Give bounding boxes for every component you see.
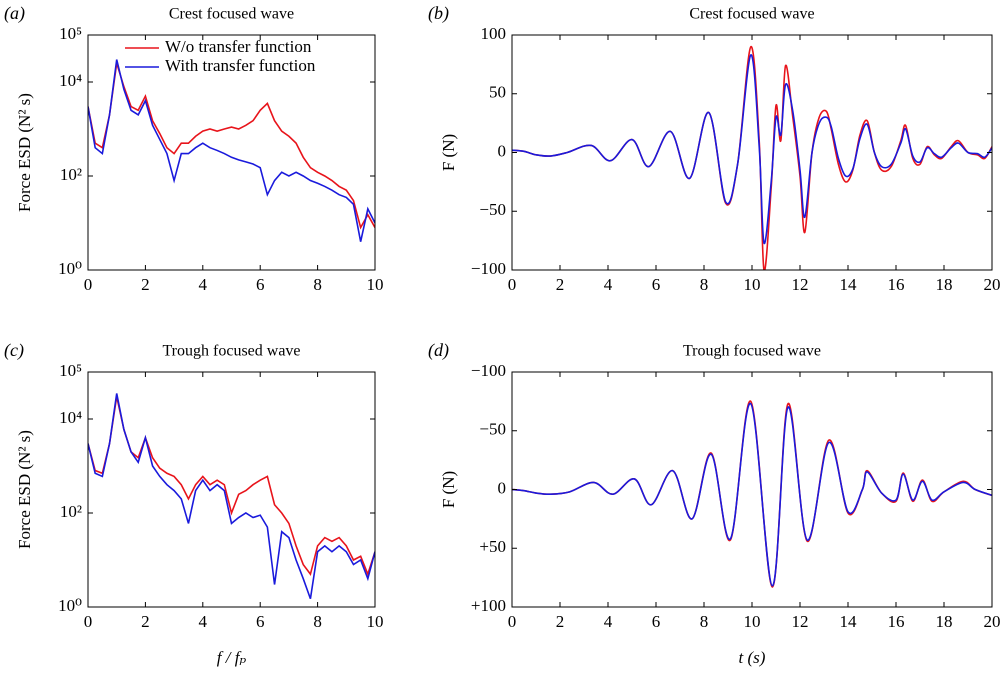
- y-tick-label: −100: [471, 259, 506, 278]
- series-line: [512, 54, 992, 244]
- y-tick-label: 0: [498, 141, 507, 160]
- x-tick-label: 4: [199, 275, 208, 294]
- y-tick-label: −50: [479, 420, 506, 439]
- y-tick-label: 100: [481, 24, 507, 43]
- x-tick-label: 10: [367, 275, 384, 294]
- y-tick-label: +100: [471, 596, 506, 615]
- x-tick-label: 16: [888, 275, 905, 294]
- x-tick-label: 10: [744, 612, 761, 631]
- panel: (a) Crest focused wave Force ESD (N² s) 0 2 4…: [4, 3, 384, 294]
- panel-label: (b): [428, 3, 449, 24]
- plot-frame: [511, 34, 993, 271]
- panel-title: Trough focused wave: [683, 343, 821, 360]
- x-tick-label: 8: [313, 275, 322, 294]
- y-tick-label: 10⁵: [59, 361, 82, 380]
- x-tick-label: 2: [556, 612, 565, 631]
- x-tick-label: 2: [141, 612, 150, 631]
- panel-label: (c): [4, 340, 24, 361]
- x-tick-label: 2: [556, 275, 565, 294]
- panel-title: Crest focused wave: [689, 6, 814, 23]
- x-tick-label: 8: [700, 275, 709, 294]
- y-tick-label: 0: [498, 478, 507, 497]
- y-tick-label: −50: [479, 200, 506, 219]
- panel-title: Crest focused wave: [169, 6, 294, 23]
- series-line: [88, 59, 375, 242]
- x-tick-label: 16: [888, 612, 905, 631]
- x-tick-label: 4: [604, 275, 613, 294]
- x-tick-label: 0: [84, 275, 93, 294]
- y-tick-label: 50: [489, 83, 506, 102]
- y-axis-label: Force ESD (N² s): [15, 93, 34, 212]
- y-tick-label: 10⁴: [59, 71, 82, 90]
- x-axis-label: t (s): [739, 648, 766, 667]
- series-line: [512, 45, 992, 270]
- y-tick-label: 10⁴: [59, 408, 82, 427]
- x-tick-label: 20: [984, 275, 1001, 294]
- x-tick-label: 12: [792, 275, 809, 294]
- panel: (c) Trough focused wave Force ESD (N² s) f …: [4, 340, 384, 667]
- x-tick-label: 8: [313, 612, 322, 631]
- y-tick-label: +50: [479, 537, 506, 556]
- series-line: [88, 393, 375, 599]
- x-tick-label: 18: [936, 275, 953, 294]
- series-line: [512, 402, 992, 587]
- x-tick-label: 0: [508, 275, 517, 294]
- y-axis-label: Force ESD (N² s): [15, 430, 34, 549]
- x-tick-label: 10: [744, 275, 761, 294]
- y-tick-label: 10²: [60, 502, 82, 521]
- y-axis-label: F (N): [439, 134, 458, 171]
- x-tick-label: 4: [199, 612, 208, 631]
- y-axis-label: F (N): [439, 471, 458, 508]
- y-tick-label: 10⁰: [58, 259, 82, 278]
- x-tick-label: 18: [936, 612, 953, 631]
- y-tick-label: 10²: [60, 165, 82, 184]
- x-tick-label: 0: [508, 612, 517, 631]
- x-tick-label: 2: [141, 275, 150, 294]
- panel-label: (a): [4, 3, 25, 24]
- legend-label: W/o transfer function: [165, 37, 312, 56]
- plot-frame: [87, 371, 376, 608]
- series-line: [88, 63, 375, 230]
- x-tick-label: 6: [256, 275, 265, 294]
- x-axis-label: f / fₚ: [217, 648, 247, 667]
- x-tick-label: 0: [84, 612, 93, 631]
- panel-title: Trough focused wave: [162, 343, 300, 360]
- panel: (d) Trough focused wave F (N) t (s) 0 2 4 6 8 10 1…: [428, 340, 1001, 667]
- series-line: [512, 400, 992, 588]
- panel: (b) Crest focused wave F (N) 0 2 4 6 8 10 12 14 16 1…: [428, 3, 1001, 294]
- x-tick-label: 14: [840, 275, 858, 294]
- series-line: [88, 396, 375, 577]
- plot-frame: [87, 34, 376, 271]
- x-tick-label: 6: [652, 275, 661, 294]
- x-tick-label: 12: [792, 612, 809, 631]
- x-tick-label: 6: [652, 612, 661, 631]
- legend-label: With transfer function: [165, 56, 316, 75]
- x-tick-label: 20: [984, 612, 1001, 631]
- x-tick-label: 10: [367, 612, 384, 631]
- x-tick-label: 8: [700, 612, 709, 631]
- y-tick-label: −100: [471, 361, 506, 380]
- panel-label: (d): [428, 340, 449, 361]
- x-tick-label: 6: [256, 612, 265, 631]
- y-tick-label: 10⁵: [59, 24, 82, 43]
- x-tick-label: 14: [840, 612, 858, 631]
- x-tick-label: 4: [604, 612, 613, 631]
- y-tick-label: 10⁰: [58, 596, 82, 615]
